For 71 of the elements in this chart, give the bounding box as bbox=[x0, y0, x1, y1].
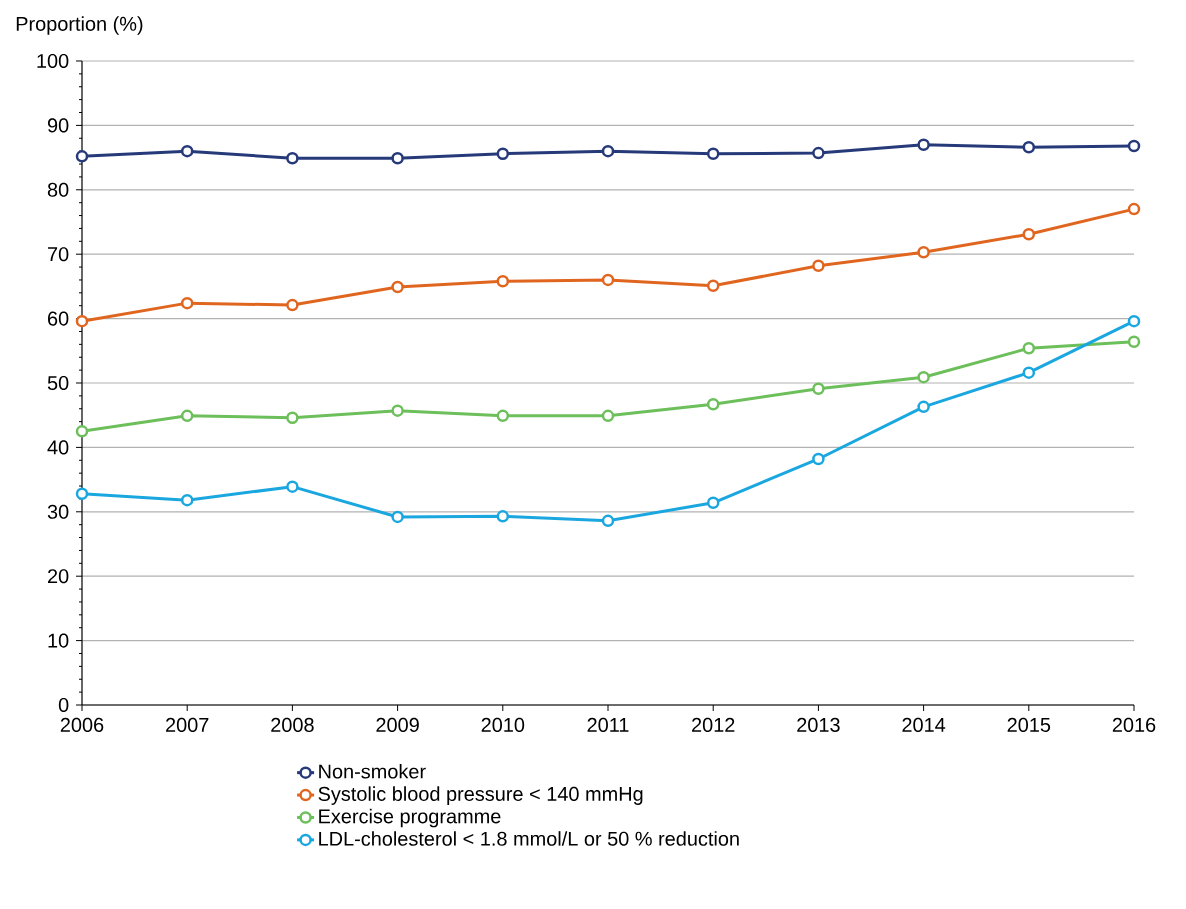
point bbox=[75, 150, 89, 163]
point bbox=[1127, 314, 1141, 328]
legend-label: Exercise programme bbox=[319, 808, 501, 828]
point bbox=[496, 274, 510, 288]
point bbox=[1022, 366, 1036, 379]
point bbox=[286, 411, 299, 425]
point bbox=[812, 382, 825, 396]
x-tick-label: 2011 bbox=[587, 717, 629, 732]
y-tick-label: 80 bbox=[47, 182, 69, 197]
y-tick-label: 40 bbox=[47, 440, 69, 455]
point bbox=[706, 496, 720, 510]
point bbox=[917, 370, 930, 384]
point bbox=[812, 146, 825, 160]
point bbox=[391, 280, 404, 294]
point bbox=[75, 487, 89, 501]
point bbox=[601, 273, 615, 287]
point bbox=[706, 279, 720, 292]
x-tick-label: 2010 bbox=[481, 717, 525, 732]
y-tick-label: 100 bbox=[37, 53, 69, 69]
point bbox=[706, 398, 720, 411]
point bbox=[180, 493, 194, 507]
legend-label: Non-smoker bbox=[319, 763, 426, 779]
x-tick-label: 2008 bbox=[271, 717, 314, 732]
point bbox=[1022, 141, 1036, 154]
point bbox=[75, 314, 89, 328]
point bbox=[917, 246, 930, 259]
y-tick-label: 70 bbox=[48, 247, 69, 262]
point bbox=[1127, 335, 1141, 349]
point bbox=[496, 409, 510, 423]
point bbox=[812, 452, 825, 466]
point bbox=[286, 298, 299, 312]
x-tick-label: 2012 bbox=[692, 717, 735, 732]
y-tick-label: 30 bbox=[47, 504, 69, 519]
y-tick-label: 60 bbox=[48, 311, 69, 326]
point bbox=[706, 147, 720, 160]
y-tick-label: 50 bbox=[47, 375, 69, 391]
point bbox=[496, 510, 510, 523]
x-tick-label: 2016 bbox=[1112, 717, 1156, 732]
point bbox=[1022, 341, 1036, 355]
point bbox=[391, 404, 404, 417]
point bbox=[286, 151, 299, 165]
point bbox=[496, 147, 510, 160]
point bbox=[917, 138, 930, 151]
x-tick-label: 2015 bbox=[1007, 717, 1051, 732]
point bbox=[391, 510, 404, 524]
point bbox=[1127, 202, 1141, 216]
point bbox=[1022, 227, 1036, 241]
point bbox=[1127, 139, 1141, 153]
y-axis-title: Proportion (%) bbox=[16, 16, 143, 35]
point bbox=[180, 296, 194, 310]
point bbox=[286, 480, 299, 493]
point bbox=[601, 144, 615, 158]
point bbox=[812, 259, 825, 273]
y-tick-label: 90 bbox=[47, 118, 69, 133]
point bbox=[917, 400, 930, 414]
x-tick-label: 2013 bbox=[797, 717, 840, 732]
point bbox=[601, 514, 615, 528]
point bbox=[180, 409, 194, 423]
y-tick-label: 20 bbox=[48, 569, 69, 584]
x-tick-label: 2006 bbox=[60, 717, 104, 732]
y-tick-label: 0 bbox=[58, 697, 69, 713]
point bbox=[391, 151, 404, 165]
point bbox=[75, 425, 89, 438]
x-tick-label: 2007 bbox=[166, 717, 209, 732]
x-tick-label: 2009 bbox=[376, 717, 419, 732]
point bbox=[601, 409, 615, 423]
x-tick-label: 2014 bbox=[902, 717, 946, 732]
y-tick-label: 10 bbox=[48, 633, 69, 648]
legend-label: LDL-cholesterol < 1.8 mmol/L or 50 % reduction bbox=[319, 831, 739, 846]
legend-label: Systolic blood pressure < 140 mmHg bbox=[318, 786, 643, 805]
point bbox=[180, 144, 194, 158]
